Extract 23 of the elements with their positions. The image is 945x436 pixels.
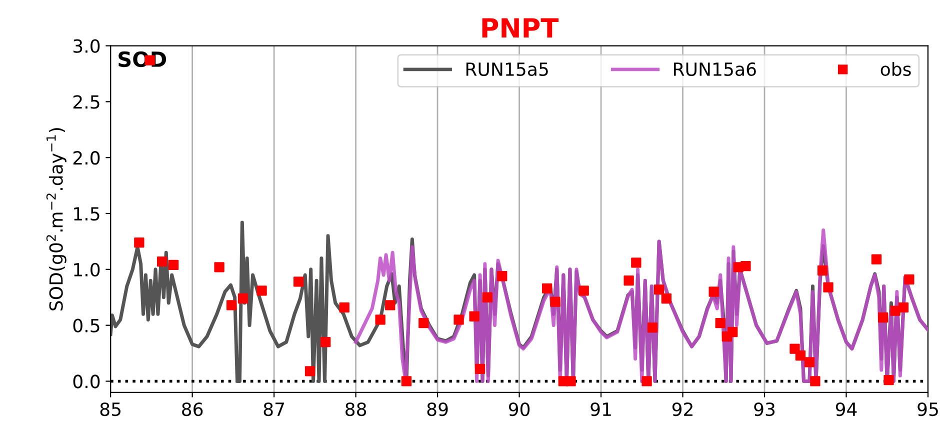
x-tick-label: 93 bbox=[754, 402, 775, 416]
legend-label: obs bbox=[880, 62, 911, 76]
y-tick-label: 3.0 bbox=[74, 39, 100, 53]
y-axis-title: SOD(g0$^{2}$.m$^{−2}$.day$^{−1}$) bbox=[46, 128, 66, 310]
legend-label: RUN15a5 bbox=[466, 62, 548, 76]
x-tick-label: 87 bbox=[264, 402, 284, 416]
x-tick-label: 85 bbox=[100, 402, 120, 416]
y-tick-label: 2.0 bbox=[73, 151, 100, 165]
x-tick-label: 91 bbox=[590, 402, 611, 416]
x-tick-label: 86 bbox=[182, 402, 203, 416]
y-tick-label: 1.0 bbox=[74, 262, 100, 277]
chart-title: PNPT bbox=[482, 18, 559, 38]
x-tick-label: 94 bbox=[836, 402, 857, 416]
legend-label: RUN15a6 bbox=[674, 62, 756, 76]
x-tick-label: 88 bbox=[346, 402, 366, 416]
y-tick-label: 0.0 bbox=[73, 374, 100, 388]
y-tick-label: 0.5 bbox=[73, 318, 100, 332]
y-tick-label: 2.5 bbox=[73, 95, 100, 109]
x-tick-label: 95 bbox=[918, 402, 938, 416]
x-tick-label: 92 bbox=[672, 402, 692, 416]
x-tick-label: 90 bbox=[508, 402, 530, 416]
x-tick-label: 89 bbox=[427, 402, 448, 416]
y-tick-label: 1.5 bbox=[74, 207, 100, 221]
